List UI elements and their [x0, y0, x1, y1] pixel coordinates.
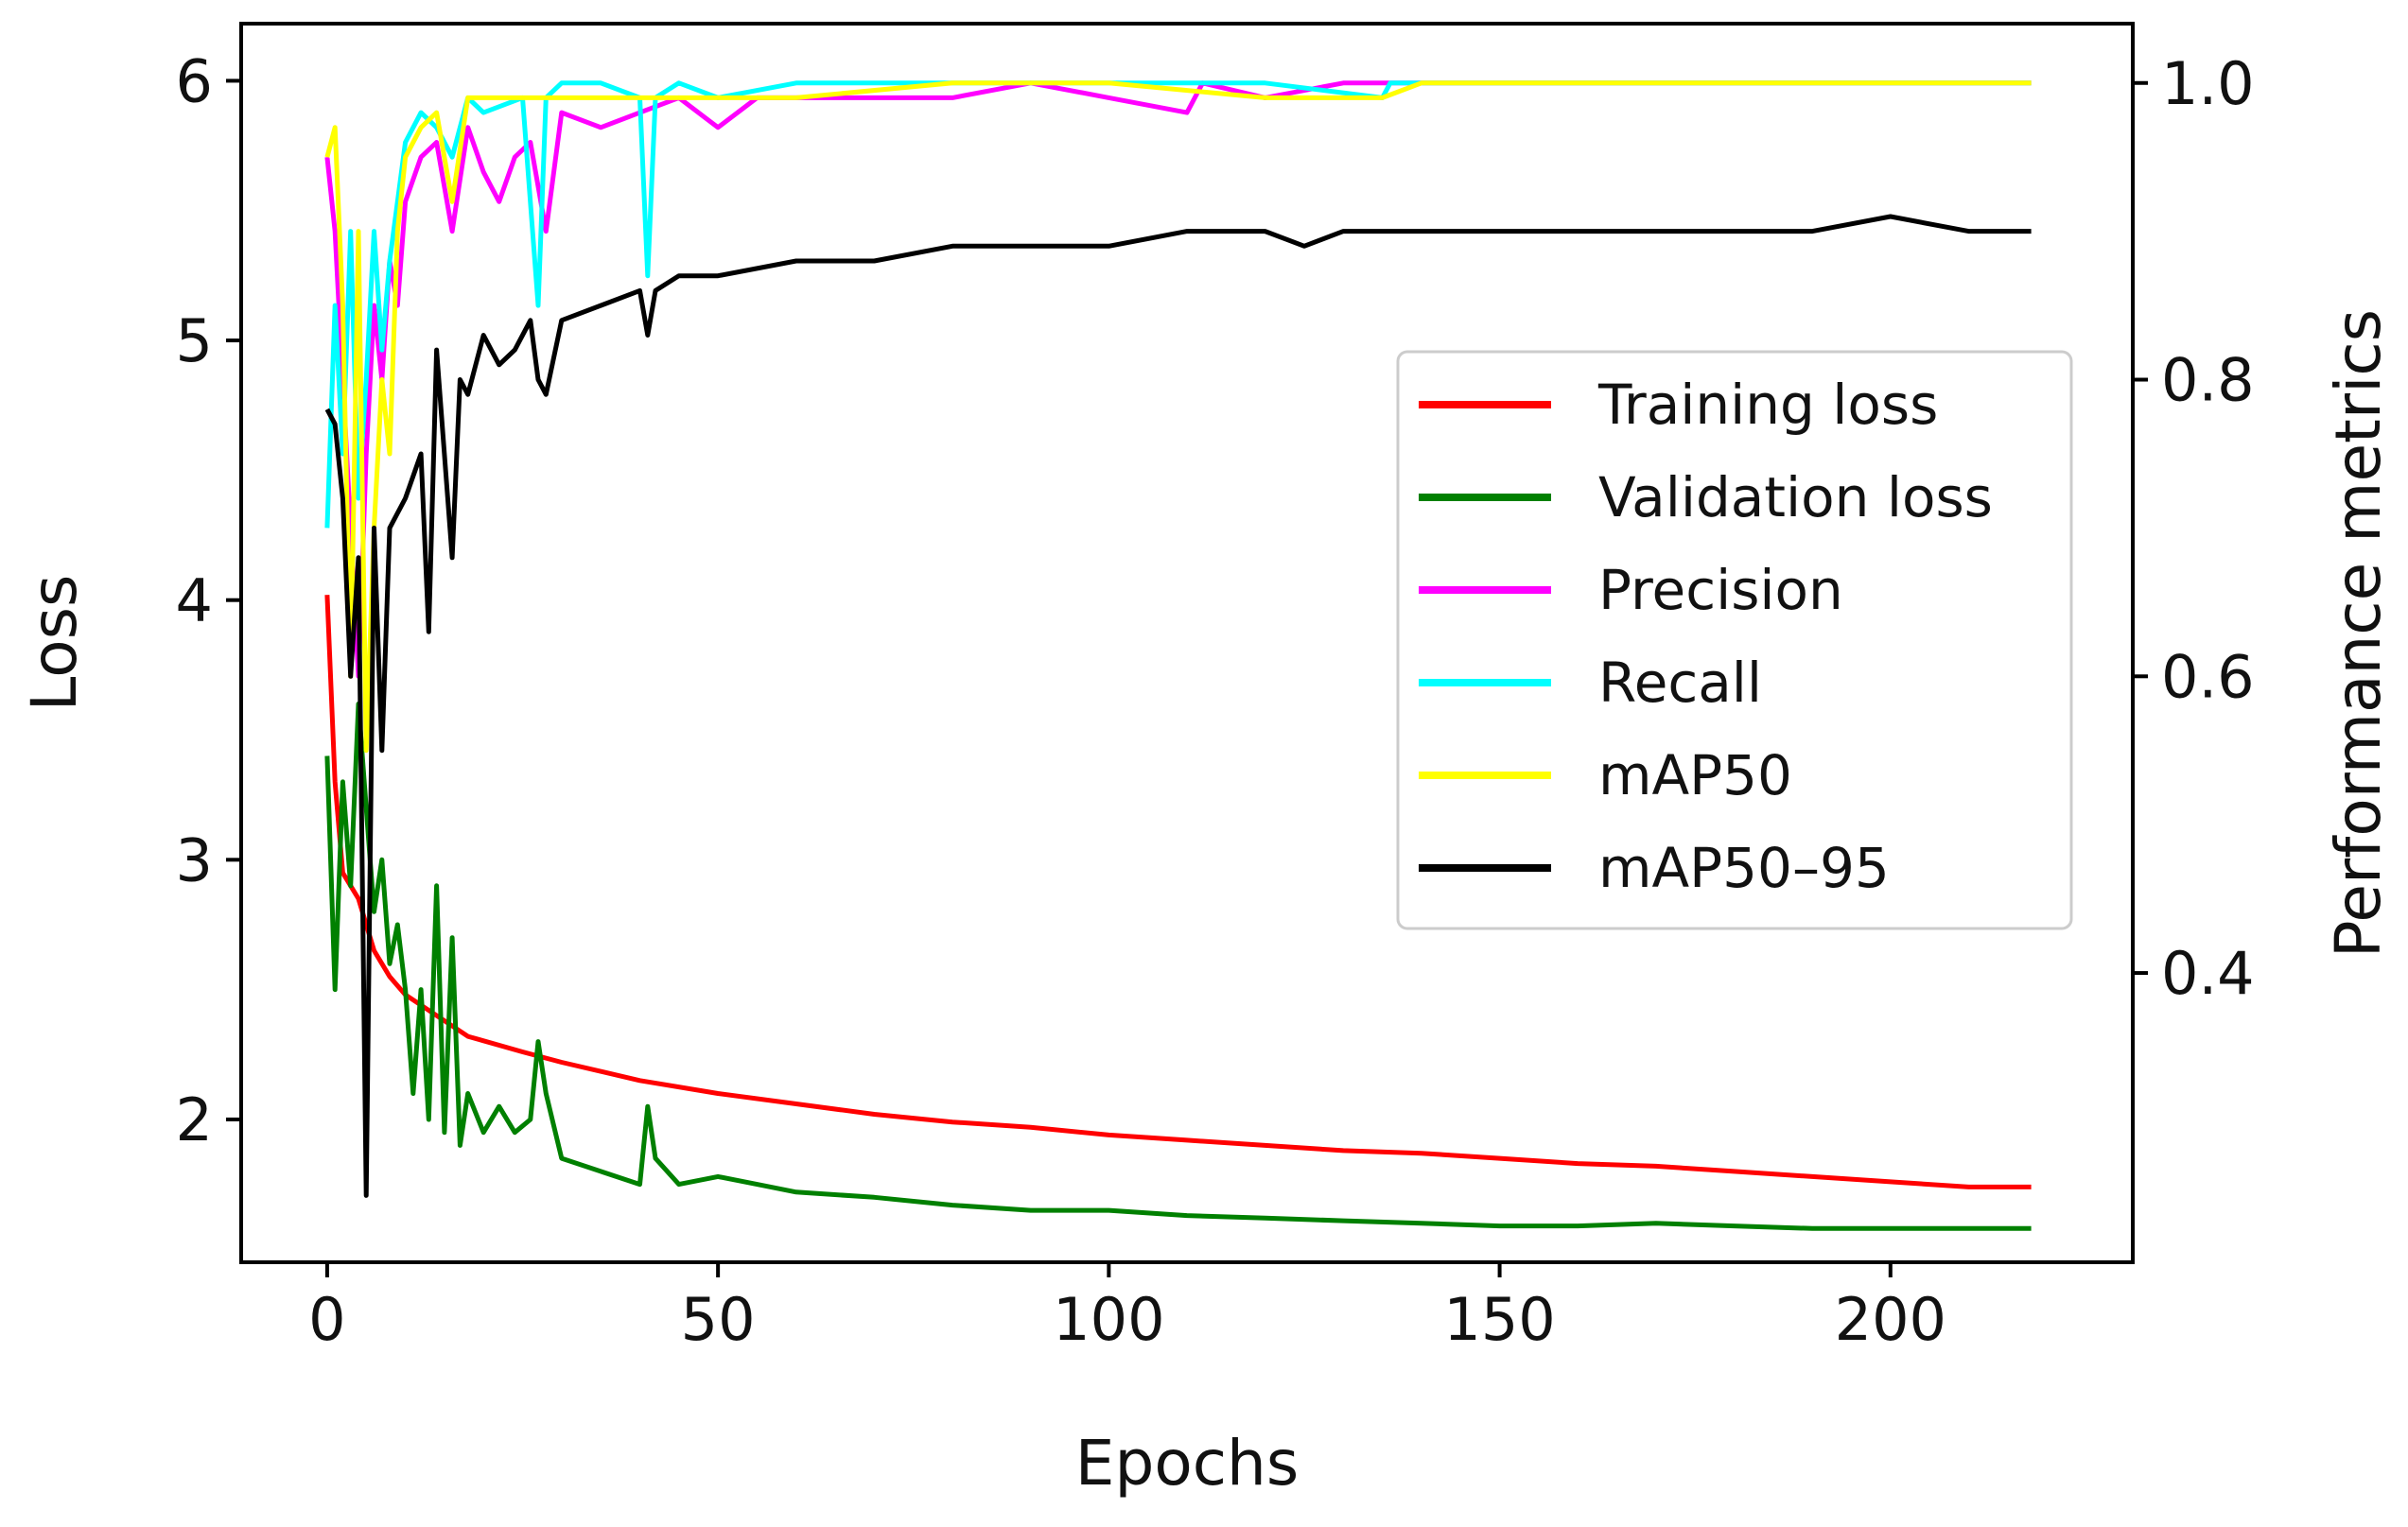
legend: Training loss Validation loss Precision Rec…	[1396, 350, 2073, 930]
series-line-map50-95	[324, 214, 2032, 1198]
x-tick-label: 200	[1835, 1285, 1946, 1354]
y-left-tick-label: 4	[176, 566, 213, 635]
y-left-tick-label: 6	[176, 46, 213, 115]
legend-label-map50: mAP50	[1598, 743, 1792, 807]
plot-frame	[239, 22, 2135, 1264]
legend-items: Training loss Validation loss Precision Rec…	[1419, 373, 1993, 900]
legend-label-map50-95: mAP50–95	[1598, 836, 1890, 900]
y-left-tick-label: 3	[176, 825, 213, 894]
legend-label-training-loss: Training loss	[1597, 373, 1938, 437]
legend-label-recall: Recall	[1598, 651, 1762, 715]
x-axis-title: Epochs	[1075, 1427, 1299, 1500]
y-right-tick-label: 1.0	[2161, 49, 2255, 118]
series-line-map50	[324, 80, 2032, 754]
y-right-tick-label: 0.6	[2161, 642, 2255, 711]
y-axis-title-left: Loss	[18, 575, 91, 712]
axes-layer: 0 50 100 150 200 2 3 4 5 6 0.4 0.6 0.8 1.0	[176, 46, 2255, 1354]
y-right-tick-label: 0.8	[2161, 346, 2255, 415]
y-axis-title-right: Performance metrics	[2322, 309, 2395, 958]
x-tick-label: 50	[681, 1285, 756, 1354]
y-left-tick-label: 2	[176, 1085, 213, 1154]
y-left-tick-label: 5	[176, 306, 213, 375]
series-line-validation-loss	[324, 702, 2032, 1231]
legend-box	[1396, 350, 2073, 930]
legend-label-validation-loss: Validation loss	[1598, 465, 1993, 529]
series-line-training-loss	[324, 595, 2032, 1189]
series-layer	[324, 80, 2032, 1231]
legend-label-precision: Precision	[1598, 558, 1843, 622]
x-tick-label: 100	[1053, 1285, 1164, 1354]
y-right-tick-label: 0.4	[2161, 939, 2255, 1008]
x-tick-label: 150	[1443, 1285, 1555, 1354]
series-line-precision	[324, 80, 2032, 679]
x-tick-label: 0	[308, 1285, 345, 1354]
